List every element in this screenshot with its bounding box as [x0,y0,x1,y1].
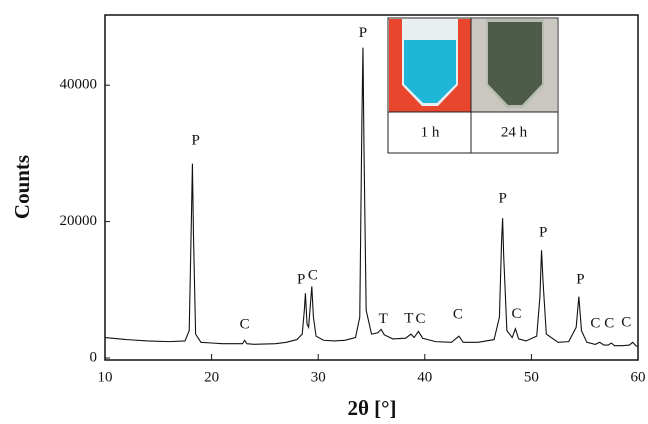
peak-label: P [359,25,367,41]
x-tick-label: 40 [417,369,432,385]
peak-label: P [191,133,199,149]
peak-label: T [404,311,413,327]
peak-label: P [576,272,584,288]
x-tick-label: 20 [204,369,219,385]
xrd-line [104,47,639,347]
x-tick-label: 60 [631,369,646,385]
peak-label: C [604,315,614,331]
inset-label: 1 h [421,124,440,140]
peak-label: C [621,315,631,331]
peak-label: C [511,306,521,322]
inset-label: 24 h [501,124,528,140]
peak-label: P [297,272,305,288]
peak-label: C [240,317,250,333]
peak-label: P [498,191,506,207]
peak-label: C [308,268,318,284]
peak-label: C [590,315,600,331]
y-tick-label: 0 [90,349,98,365]
x-tick-label: 30 [311,369,326,385]
x-axis-title: 2θ [°] [347,396,396,420]
peak-label: C [453,306,463,322]
solution-24h [488,22,542,105]
inset: 1 h 24 h [387,17,559,154]
plot-frame [104,14,639,361]
y-tick-label: 40000 [60,77,98,93]
peak-label: P [539,225,547,241]
y-axis-title: Counts [10,155,34,219]
solution-1h [404,40,456,103]
peak-label: T [379,311,388,327]
x-tick-label: 10 [98,369,113,385]
y-tick-label: 20000 [60,213,98,229]
x-tick-label: 50 [524,369,539,385]
peak-label: C [416,311,426,327]
